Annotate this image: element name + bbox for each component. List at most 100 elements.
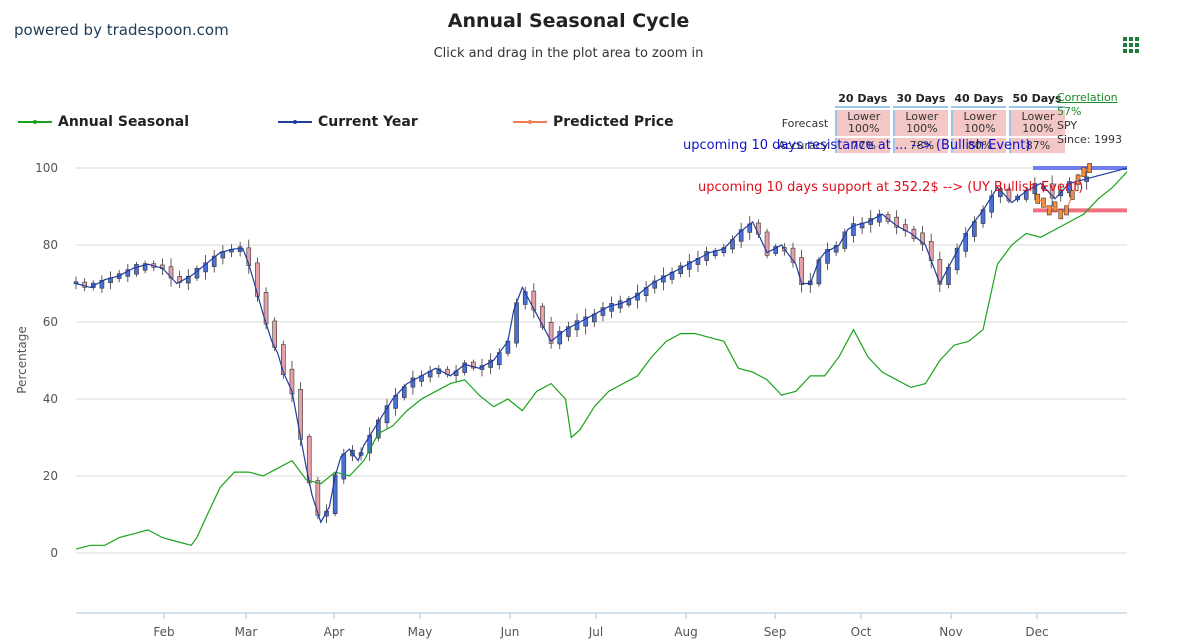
- candle-body: [600, 307, 606, 316]
- candle-body: [963, 233, 969, 252]
- candle-body: [609, 303, 614, 312]
- y-tick-label: 80: [43, 238, 58, 252]
- candle-body: [566, 326, 571, 337]
- y-tick-label: 0: [50, 546, 58, 560]
- grid-menu-icon[interactable]: [1123, 37, 1141, 55]
- forecast-cell: Lower 100%: [1009, 110, 1065, 136]
- candle-body: [652, 280, 658, 289]
- forecast-cell: Lower 100%: [893, 110, 949, 136]
- chart-subtitle: Click and drag in the plot area to zoom …: [433, 46, 704, 61]
- support-band: [1033, 208, 1127, 213]
- candle-body: [315, 480, 321, 516]
- candle-body: [842, 231, 848, 249]
- candle-body: [1006, 188, 1012, 202]
- x-tick-label: Dec: [1025, 625, 1048, 639]
- series-predicted-price-line: [1037, 167, 1090, 216]
- candle-body: [954, 247, 960, 271]
- y-tick-label: 20: [43, 469, 58, 483]
- x-tick-label: Sep: [764, 625, 787, 639]
- legend-line-icon: [513, 116, 547, 128]
- candle-body: [833, 245, 839, 253]
- candle-body: [877, 213, 882, 223]
- chart-title: Annual Seasonal Cycle: [447, 10, 690, 32]
- x-tick-label: Feb: [153, 625, 174, 639]
- accuracy-cell: 87%: [1009, 138, 1065, 153]
- accuracy-row-label: Accuracy: [778, 139, 829, 152]
- legend-current-year[interactable]: Current Year: [278, 114, 418, 130]
- candle-body: [514, 302, 519, 344]
- candle-body: [211, 255, 217, 267]
- candle-body: [376, 419, 381, 439]
- legend-label: Predicted Price: [553, 114, 674, 130]
- legend-predicted-price[interactable]: Predicted Price: [513, 114, 674, 130]
- y-tick-label: 40: [43, 392, 58, 406]
- accuracy-cell: 80%: [951, 138, 1007, 153]
- candle-body: [773, 246, 779, 254]
- candle-body: [548, 321, 554, 344]
- x-tick-label: Apr: [324, 625, 345, 639]
- series-annual-seasonal-line: [75, 171, 1128, 550]
- forecast-header: 40 Days: [951, 91, 1007, 108]
- candle-body: [1067, 181, 1072, 194]
- correlation-value: 57%: [1057, 105, 1082, 118]
- candle-body: [574, 320, 580, 331]
- accuracy-cell: 78%: [893, 138, 949, 153]
- candle-body: [738, 229, 744, 242]
- resistance-band: [1033, 166, 1127, 170]
- candle-body: [125, 269, 131, 277]
- legend-label: Current Year: [318, 114, 418, 130]
- correlation-symbol: SPY: [1057, 119, 1078, 132]
- candle-body: [894, 216, 899, 228]
- correlation-link[interactable]: Correlation: [1057, 91, 1118, 104]
- candle-body: [799, 257, 804, 285]
- candle-body: [384, 405, 390, 424]
- forecast-header: 50 Days: [1009, 91, 1065, 108]
- candle-body: [687, 261, 692, 270]
- legend-line-icon: [18, 116, 52, 128]
- x-tick-label: May: [408, 625, 433, 639]
- candle-body: [764, 231, 770, 256]
- candle-body: [756, 222, 761, 235]
- forecast-cell: Lower 100%: [951, 110, 1007, 136]
- resistance-annotation: upcoming 10 days resistance at ... --> (…: [683, 138, 1031, 153]
- y-axis-label: Percentage: [15, 326, 29, 394]
- accuracy-cell: 77%: [835, 138, 891, 153]
- candle-body: [583, 316, 588, 327]
- x-tick-label: Nov: [939, 625, 962, 639]
- candle-body: [540, 305, 545, 328]
- candle-body: [142, 263, 148, 271]
- candle-body: [825, 249, 830, 264]
- legend-annual-seasonal[interactable]: Annual Seasonal: [18, 114, 189, 130]
- candle-body: [790, 247, 796, 263]
- support-annotation: upcoming 10 days support at 352.2$ --> (…: [698, 180, 1084, 195]
- x-tick-label: Jun: [500, 625, 520, 639]
- correlation-since: Since: 1993: [1057, 133, 1123, 146]
- x-tick-label: Oct: [851, 625, 872, 639]
- correlation-box: Correlation 57% SPY Since: 1993: [1057, 91, 1122, 147]
- candle-body: [721, 247, 727, 254]
- series-current-year-line: [75, 167, 1128, 524]
- candle-body: [185, 275, 191, 284]
- candle-body: [920, 232, 925, 245]
- candle-body: [1032, 183, 1038, 195]
- y-tick-label: 60: [43, 315, 58, 329]
- candle-body: [134, 264, 139, 275]
- x-tick-label: Aug: [674, 625, 697, 639]
- candle-body: [626, 298, 632, 306]
- candle-body: [462, 362, 468, 373]
- forecast-header: 20 Days: [835, 91, 891, 108]
- forecast-cell: Lower 100%: [835, 110, 891, 136]
- x-tick-label: Jul: [588, 625, 603, 639]
- y-tick-label: 100: [35, 161, 58, 175]
- candle-body: [851, 223, 856, 236]
- x-tick-label: Mar: [235, 625, 258, 639]
- candle-body: [99, 280, 105, 289]
- forecast-table: 20 Days 30 Days 40 Days 50 Days Forecast…: [774, 89, 1068, 155]
- candle-body: [410, 377, 416, 388]
- candle-body: [281, 344, 286, 375]
- candle-body: [1049, 183, 1055, 199]
- powered-by-text[interactable]: powered by tradespoon.com: [14, 21, 229, 39]
- legend-label: Annual Seasonal: [58, 114, 190, 130]
- candle-body: [203, 262, 208, 273]
